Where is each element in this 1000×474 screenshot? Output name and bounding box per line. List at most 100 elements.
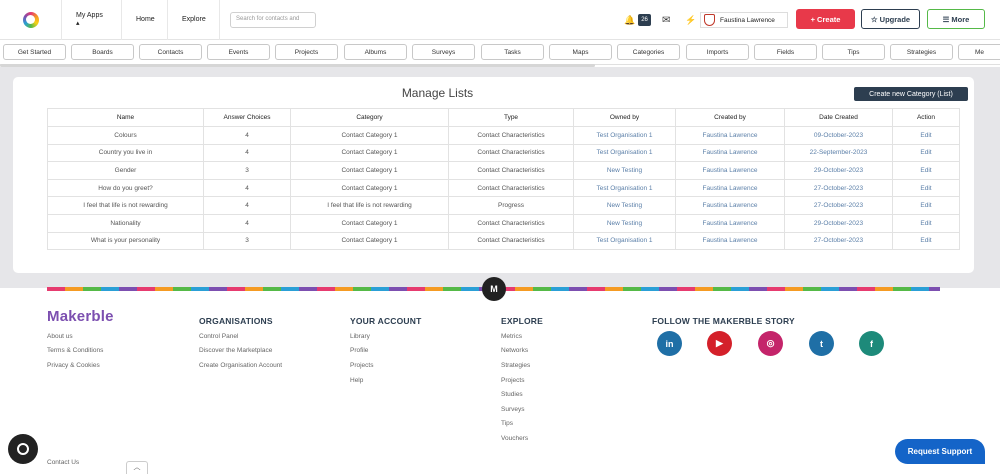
about-us-link[interactable]: About us [47,333,73,340]
tab-boards[interactable]: Boards [71,44,134,60]
explore-projects-link[interactable]: Projects [501,377,525,384]
edit-link[interactable]: Edit [892,213,960,233]
bell-icon: 🔔 [624,14,636,25]
follow-heading: FOLLOW THE MAKERBLE STORY [652,316,795,326]
profile-link[interactable]: Profile [350,347,369,354]
terms-link[interactable]: Terms & Conditions [47,347,104,354]
upgrade-button[interactable]: ☆ Upgrade [861,9,920,29]
bolt-icon[interactable]: ⚡ [685,14,697,25]
app-tabs: Get Started Boards Contacts Events Proje… [0,41,1000,65]
tab-more-partial[interactable]: Me [958,44,1000,60]
user-profile[interactable]: Faustina Lawrence [700,12,788,28]
more-button[interactable]: ☰ More [927,9,985,29]
owner-link[interactable]: Test Organisation 1 [573,231,676,251]
edit-link[interactable]: Edit [892,231,960,251]
create-org-link[interactable]: Create Organisation Account [199,362,283,369]
home-link[interactable]: Home [122,0,168,40]
table-row: I feel that life is not rewarding 4 I fe… [47,196,960,215]
owner-link[interactable]: New Testing [573,196,676,215]
notifications[interactable]: 🔔 26 [624,12,651,28]
owner-link[interactable]: Test Organisation 1 [573,178,676,198]
studies-link[interactable]: Studies [501,391,523,398]
creator-link[interactable]: Faustina Lawrence [675,126,785,145]
linkedin-icon[interactable]: in [657,331,682,356]
col-created-by: Created by [675,108,785,127]
notification-count-badge: 26 [638,14,651,26]
metrics-link[interactable]: Metrics [501,333,522,340]
cell-category: Contact Category 1 [290,143,449,163]
create-button[interactable]: + Create [796,9,855,29]
twitter-icon[interactable]: t [809,331,834,356]
tab-albums[interactable]: Albums [344,44,407,60]
control-panel-link[interactable]: Control Panel [199,333,239,340]
creator-link[interactable]: Faustina Lawrence [675,196,785,215]
strategies-link[interactable]: Strategies [501,362,531,369]
create-category-button[interactable]: Create new Category (List) [854,87,968,101]
networks-link[interactable]: Networks [501,347,529,354]
tab-projects[interactable]: Projects [275,44,338,60]
facebook-icon[interactable]: f [859,331,884,356]
tab-surveys[interactable]: Surveys [412,44,475,60]
tab-get-started[interactable]: Get Started [3,44,66,60]
edit-link[interactable]: Edit [892,196,960,215]
tab-imports[interactable]: Imports [686,44,749,60]
marketplace-link[interactable]: Discover the Marketplace [199,347,273,354]
col-action: Action [892,108,960,127]
footer-logo[interactable]: Makerble [47,308,114,325]
help-link[interactable]: Help [350,377,364,384]
tab-maps[interactable]: Maps [549,44,612,60]
instagram-icon[interactable]: ◎ [758,331,783,356]
cell-type: Contact Characteristics [448,126,574,145]
cell-name: I feel that life is not rewarding [47,196,204,215]
request-support-button[interactable]: Request Support [895,439,985,464]
privacy-link[interactable]: Privacy & Cookies [47,362,100,369]
tab-tasks[interactable]: Tasks [481,44,544,60]
creator-link[interactable]: Faustina Lawrence [675,143,785,163]
explore-link[interactable]: Explore [168,0,220,40]
creator-link[interactable]: Faustina Lawrence [675,178,785,198]
my-apps-menu[interactable]: My Apps ▴ [62,0,122,40]
tips-link[interactable]: Tips [501,420,514,427]
col-answer-choices: Answer Choices [203,108,291,127]
edit-link[interactable]: Edit [892,143,960,163]
edit-link[interactable]: Edit [892,161,960,180]
owner-link[interactable]: New Testing [573,161,676,180]
table-row: Country you live in 4 Contact Category 1… [47,143,960,163]
cell-answer-choices: 4 [203,213,291,233]
owner-link[interactable]: Test Organisation 1 [573,126,676,145]
cell-answer-choices: 4 [203,178,291,198]
search-input[interactable]: Search for contacts and [230,11,316,28]
col-category: Category [290,108,449,127]
owner-link[interactable]: Test Organisation 1 [573,143,676,163]
chevron-up-icon[interactable]: ︿ [126,461,148,474]
tab-categories[interactable]: Categories [617,44,680,60]
makerble-logo-icon [22,11,39,28]
cell-name: How do you greet? [47,178,204,198]
projects-link[interactable]: Projects [350,362,374,369]
cell-type: Contact Characteristics [448,143,574,163]
creator-link[interactable]: Faustina Lawrence [675,161,785,180]
explore-heading: EXPLORE [501,316,544,326]
vouchers-link[interactable]: Vouchers [501,435,529,442]
tab-events[interactable]: Events [207,44,270,60]
cell-category: Contact Category 1 [290,178,449,198]
tab-fields[interactable]: Fields [754,44,817,60]
chat-widget-icon[interactable] [8,434,38,464]
tabs-scrollbar[interactable] [0,64,595,67]
edit-link[interactable]: Edit [892,126,960,145]
tab-tips[interactable]: Tips [822,44,885,60]
edit-link[interactable]: Edit [892,178,960,198]
tab-contacts[interactable]: Contacts [139,44,202,60]
creator-link[interactable]: Faustina Lawrence [675,213,785,233]
cell-type: Contact Characteristics [448,161,574,180]
owner-link[interactable]: New Testing [573,213,676,233]
app-logo[interactable] [0,0,62,40]
surveys-link[interactable]: Surveys [501,406,525,413]
library-link[interactable]: Library [350,333,370,340]
contact-us-link[interactable]: Contact Us [47,459,80,466]
mail-icon[interactable]: ✉ [662,14,671,26]
youtube-icon[interactable]: ▶ [707,331,732,356]
tab-strategies[interactable]: Strategies [890,44,953,60]
creator-link[interactable]: Faustina Lawrence [675,231,785,251]
cell-category: Contact Category 1 [290,213,449,233]
